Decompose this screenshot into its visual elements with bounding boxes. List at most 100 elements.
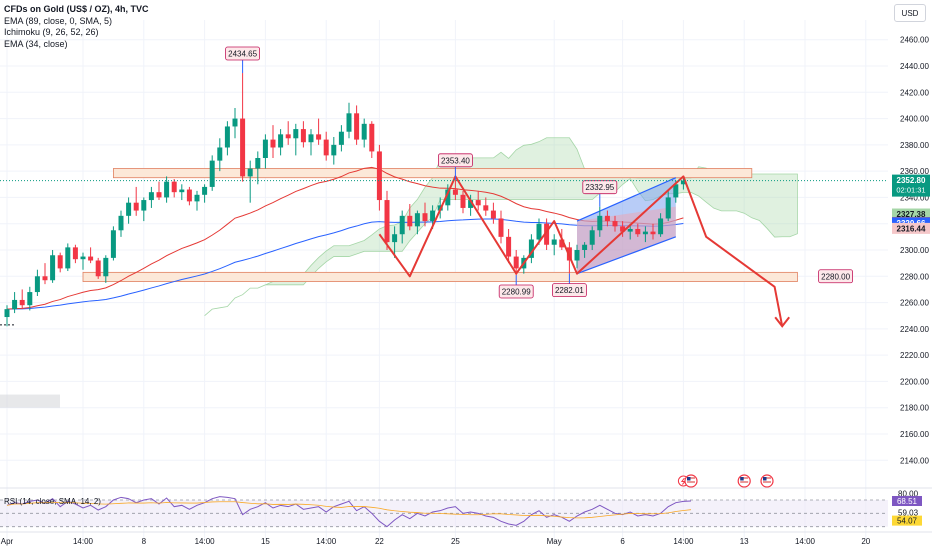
candle bbox=[361, 118, 367, 148]
us-flag-ring bbox=[737, 474, 751, 488]
candle-body bbox=[650, 231, 656, 235]
candle bbox=[34, 269, 40, 296]
candle-body bbox=[156, 192, 162, 198]
chart-legend: CFDs on Gold (US$ / OZ), 4h, TVC EMA (89… bbox=[4, 4, 149, 50]
candle-body bbox=[506, 236, 512, 257]
indicator-ema89[interactable]: EMA (89, close, 0, SMA, 5) bbox=[4, 15, 113, 26]
candle-body bbox=[361, 123, 367, 140]
x-tick-label: May bbox=[547, 537, 562, 546]
indicator-ichimoku[interactable]: Ichimoku (9, 26, 52, 26) bbox=[4, 27, 99, 37]
cloud-left bbox=[0, 394, 60, 408]
candle bbox=[407, 204, 413, 231]
currency-button[interactable]: USD bbox=[894, 4, 926, 22]
candle-body bbox=[72, 247, 78, 260]
candle bbox=[650, 223, 656, 240]
flash-bolt-icon bbox=[680, 477, 686, 485]
candle-body bbox=[103, 257, 109, 277]
candle bbox=[186, 186, 192, 206]
candle-body bbox=[452, 189, 458, 195]
axis-badge-3 bbox=[892, 217, 930, 229]
price-label-box-1 bbox=[437, 153, 473, 168]
us-flag-canton bbox=[763, 477, 767, 481]
candle-body bbox=[285, 134, 291, 139]
x-tick-label: 8 bbox=[142, 537, 147, 546]
candle-body bbox=[65, 247, 71, 269]
candle bbox=[148, 186, 154, 208]
candle bbox=[164, 176, 170, 203]
candle bbox=[240, 73, 246, 182]
x-tick-label: 13 bbox=[740, 537, 749, 546]
y-tick-label: 2140.00 bbox=[900, 456, 929, 465]
candle-body bbox=[133, 202, 139, 211]
candle-body bbox=[194, 194, 200, 202]
candle-body bbox=[582, 244, 588, 250]
y-tick-label: 2260.00 bbox=[900, 299, 929, 308]
candle-body bbox=[164, 181, 170, 198]
rsi-line bbox=[6, 496, 692, 528]
candle-body bbox=[323, 139, 329, 156]
y-tick-label: 2200.00 bbox=[900, 377, 929, 386]
rsi-legend[interactable]: RSI (14, close, SMA, 14, 2) bbox=[4, 497, 101, 506]
candle bbox=[635, 223, 641, 237]
candle-body bbox=[50, 255, 56, 281]
candle-body bbox=[589, 230, 595, 245]
candle-body bbox=[171, 181, 177, 193]
candle bbox=[65, 243, 71, 272]
candle-body bbox=[247, 168, 253, 177]
candle bbox=[498, 210, 504, 244]
candle bbox=[604, 210, 610, 227]
channel-line-1 bbox=[576, 236, 677, 275]
candle-body bbox=[293, 129, 299, 139]
candle bbox=[452, 179, 458, 201]
candle bbox=[247, 160, 253, 203]
candle bbox=[536, 218, 542, 245]
candle bbox=[133, 186, 139, 216]
y-tick-label: 2380.00 bbox=[900, 141, 929, 150]
candle bbox=[331, 136, 337, 165]
candle-body bbox=[574, 250, 580, 261]
x-tick-label: 14:00 bbox=[73, 537, 94, 546]
axis-badge-4 bbox=[892, 222, 930, 234]
candle bbox=[468, 194, 474, 216]
candle bbox=[642, 226, 648, 243]
indicator-ema34[interactable]: EMA (34, close) bbox=[4, 38, 68, 49]
candle-body bbox=[414, 213, 420, 227]
axis-badge-0 bbox=[892, 174, 930, 197]
y-tick-label: 2180.00 bbox=[900, 404, 929, 413]
candle bbox=[665, 189, 671, 222]
candle bbox=[57, 252, 63, 273]
pattern-path bbox=[378, 175, 784, 327]
symbol-title[interactable]: CFDs on Gold (US$ / OZ), 4h, TVC bbox=[4, 4, 149, 14]
candle bbox=[179, 184, 185, 201]
candle bbox=[483, 197, 489, 216]
candle bbox=[88, 247, 94, 264]
candle bbox=[460, 190, 466, 214]
rsi-badge bbox=[892, 495, 922, 506]
candle bbox=[582, 242, 588, 258]
candle-body bbox=[346, 113, 352, 132]
candle-body bbox=[255, 158, 261, 169]
ascending-channel bbox=[577, 177, 676, 274]
candle-body bbox=[4, 309, 10, 318]
candle-body bbox=[300, 129, 306, 143]
candle bbox=[551, 234, 557, 256]
candle bbox=[12, 292, 18, 314]
y-tick-label: 2160.00 bbox=[900, 430, 929, 439]
candle-body bbox=[673, 184, 679, 198]
candle bbox=[72, 244, 78, 264]
us-flag-canton bbox=[740, 477, 744, 481]
price-label-2: 2332.95 bbox=[585, 183, 614, 192]
candle bbox=[445, 184, 451, 211]
ema34-line bbox=[6, 166, 684, 310]
candle bbox=[506, 228, 512, 264]
rsi-badge-label: 68.51 bbox=[897, 497, 918, 506]
candle bbox=[126, 197, 132, 224]
candle-body bbox=[399, 215, 405, 235]
candle-body bbox=[620, 226, 626, 232]
candle-body bbox=[262, 139, 268, 158]
candle bbox=[513, 250, 519, 275]
y-tick-label: 2420.00 bbox=[900, 88, 929, 97]
price-label-box-0 bbox=[225, 46, 261, 61]
axis-badge-label-0: 2352.80 bbox=[897, 176, 926, 185]
